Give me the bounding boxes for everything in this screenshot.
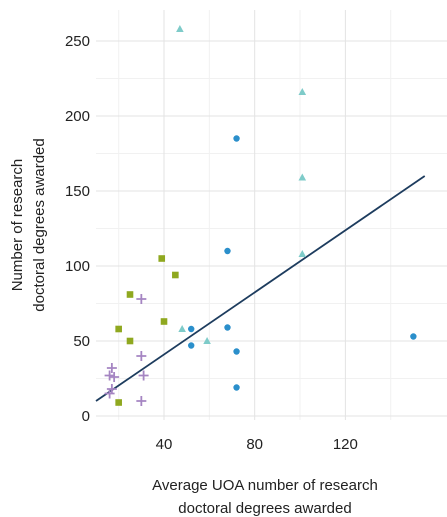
data-point-circle <box>233 348 240 355</box>
data-point-circle <box>233 384 240 391</box>
data-point-triangle <box>298 88 307 95</box>
data-point-plus <box>136 396 147 406</box>
x-axis-ticks: 40 80 120 <box>156 436 358 453</box>
x-tick-label: 40 <box>156 436 173 453</box>
data-point-triangle <box>298 173 307 181</box>
data-point-square <box>115 399 122 406</box>
y-tick-label: 150 <box>65 183 90 200</box>
data-point-plus <box>136 351 147 361</box>
data-point-circle <box>188 325 195 333</box>
data-point-square <box>158 255 166 262</box>
data-points-layer <box>104 25 417 406</box>
y-axis-ticks: 0 50 100 150 200 250 <box>65 33 90 425</box>
data-point-plus <box>138 370 149 381</box>
trend-line <box>95 175 426 402</box>
x-axis-title-line-1: Average UOA number of research <box>152 477 378 494</box>
y-axis-title: Number of research doctoral degrees awar… <box>9 138 48 311</box>
data-point-plus <box>106 363 117 373</box>
data-point-square <box>160 318 168 325</box>
data-point-circle <box>224 247 231 255</box>
y-tick-label: 0 <box>82 408 90 425</box>
data-point-triangle <box>203 337 211 344</box>
x-tick-label: 80 <box>246 436 263 453</box>
y-axis-title-line-2: doctoral degrees awarded <box>31 138 48 311</box>
y-tick-label: 250 <box>65 33 90 50</box>
data-point-plus <box>136 294 147 304</box>
data-point-circle <box>233 135 240 142</box>
y-axis-title-line-1: Number of research <box>9 159 26 292</box>
x-axis-title-line-2: doctoral degrees awarded <box>178 500 351 517</box>
data-point-plus <box>104 388 115 399</box>
data-point-plus <box>106 384 117 394</box>
y-tick-label: 200 <box>65 108 90 125</box>
data-point-square <box>126 291 134 298</box>
data-point-triangle <box>178 325 186 332</box>
data-point-plus <box>104 370 115 381</box>
data-point-circle <box>224 324 231 331</box>
minor-gridlines <box>96 10 447 420</box>
y-tick-label: 100 <box>65 258 90 275</box>
data-point-square <box>126 337 134 345</box>
data-point-square <box>172 271 179 279</box>
data-point-circle <box>410 333 417 340</box>
data-point-triangle <box>298 250 307 257</box>
data-point-circle <box>188 342 195 349</box>
x-tick-label: 120 <box>333 436 358 453</box>
y-tick-label: 50 <box>73 333 90 350</box>
data-point-plus <box>109 372 120 382</box>
data-point-triangle <box>176 25 184 32</box>
major-gridlines <box>96 10 447 420</box>
data-point-square <box>115 325 122 333</box>
trend-line-layer <box>95 175 426 402</box>
